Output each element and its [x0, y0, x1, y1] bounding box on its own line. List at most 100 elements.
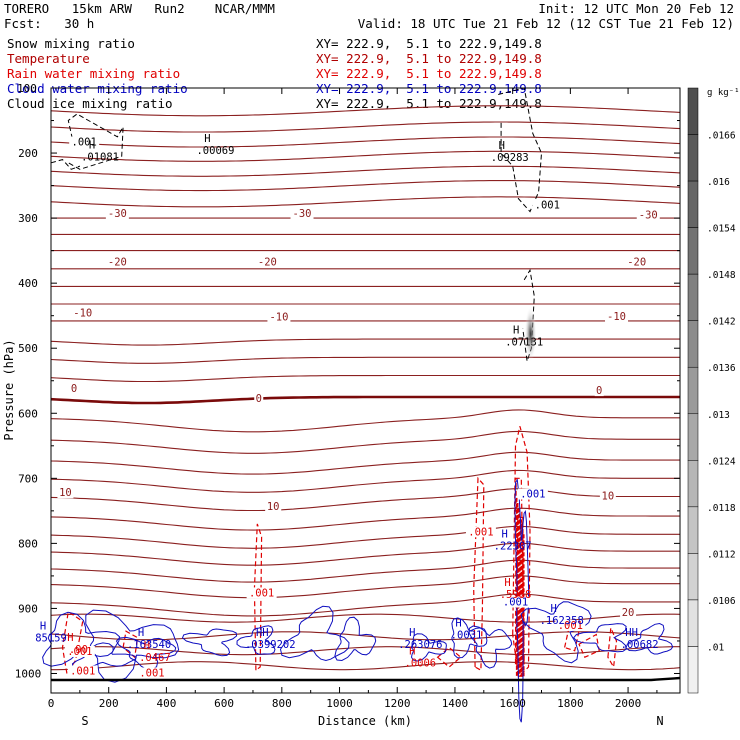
contour-label-bg — [532, 199, 563, 211]
legend-xy-snow: XY= 222.9, 5.1 to 222.9,149.8 — [316, 36, 542, 51]
cloud-water-contour — [85, 609, 180, 683]
isotherm-line — [50, 593, 680, 617]
colorbar-label: .0124 — [707, 456, 736, 467]
y-tick-label: 600 — [18, 407, 38, 420]
extremum-marker: H — [499, 140, 505, 152]
isotherm-line — [50, 165, 681, 177]
cloud-water-contour — [468, 625, 513, 669]
forecast-hour-label: Fcst: 30 h — [4, 16, 95, 31]
isotherm-line — [50, 488, 680, 512]
y-tick-label: 500 — [18, 342, 38, 355]
isotherm-line — [50, 646, 680, 656]
contour-label-bg — [255, 256, 279, 268]
x-tick-label: 1000 — [326, 697, 353, 710]
cloud-water-contour — [71, 642, 137, 669]
extremum-value: .5988 — [500, 589, 532, 601]
rain-contour — [122, 630, 139, 659]
contour-label: .001 — [468, 526, 493, 538]
temperature-contours — [50, 105, 681, 671]
extremum-value: .22307 — [494, 540, 532, 552]
colorbar-label: .0154 — [707, 224, 736, 235]
cloud-water-contour — [115, 636, 177, 670]
colorbar-label: .01 — [707, 642, 724, 653]
contour-label: .001 — [70, 665, 95, 677]
extremum-marker: H — [409, 627, 415, 639]
contour-label-bg — [254, 392, 264, 404]
contour-label-bg — [625, 256, 649, 268]
extremum-value: .0006 — [405, 657, 437, 669]
contour-label-bg — [57, 487, 74, 499]
isotherm-line — [50, 525, 680, 549]
contour-label-bg — [555, 619, 586, 631]
y-axis-label: Pressure (hPa) — [2, 339, 16, 440]
isotherm-line — [50, 409, 680, 433]
contour-label: -30 — [639, 209, 658, 221]
isotherm-line — [50, 631, 681, 641]
contour-label-bg — [267, 311, 291, 323]
isotherm-line — [50, 136, 681, 148]
contour-label-bg — [69, 136, 100, 148]
x-tick-label: 1600 — [499, 697, 526, 710]
contour-label-bg — [64, 645, 95, 657]
contour-label: -30 — [108, 208, 127, 220]
colorbar-segment — [687, 227, 699, 275]
x-tick-label: 1800 — [557, 697, 584, 710]
isotherm-line — [50, 395, 680, 405]
isotherm-line — [50, 180, 681, 192]
y-tick-label: 900 — [18, 602, 38, 615]
colorbar-label: .0148 — [707, 270, 736, 281]
y-tick-label: 800 — [18, 537, 38, 550]
colorbar-label: .016 — [707, 177, 730, 188]
colorbar-segment — [687, 646, 699, 694]
rain-contour — [607, 625, 618, 669]
extremum-value: .09283 — [491, 152, 529, 164]
extremum-value: .162358 — [540, 615, 584, 627]
contour-label: 10 — [267, 501, 280, 513]
init-time-label: Init: 12 UTC Mon 20 Feb 12 — [538, 1, 734, 16]
contour-label: .001 — [535, 200, 560, 212]
cloud-water-contour — [410, 633, 447, 662]
isotherm-line — [50, 469, 680, 493]
extremum-value: .0031 — [451, 629, 483, 641]
isotherm-line — [50, 559, 680, 583]
cloud-water-contour — [520, 601, 592, 664]
colorbar — [687, 87, 699, 694]
colorbar-segment — [687, 180, 699, 228]
colorbar-segment — [687, 413, 699, 461]
cloud-water-contour — [451, 617, 488, 659]
extremum-value: .07131 — [505, 337, 543, 349]
colorbar-label: .0142 — [707, 317, 736, 328]
y-tick-label: 200 — [18, 147, 38, 160]
legend-xy-rain: XY= 222.9, 5.1 to 222.9,149.8 — [316, 66, 542, 81]
rain-contour — [578, 633, 600, 658]
contour-label: -30 — [293, 208, 312, 220]
cloud-water-contour — [334, 616, 377, 662]
valid-time-label: Valid: 18 UTC Tue 21 Feb 12 (12 CST Tue … — [357, 16, 734, 31]
extremum-marker: H — [551, 603, 557, 615]
extremum-marker: H — [501, 528, 507, 540]
cloud-water-contour — [181, 628, 238, 657]
x-tick-label: 2000 — [615, 697, 642, 710]
cloud-water-contours — [42, 478, 674, 723]
isotherm-line — [50, 575, 680, 599]
colorbar-label: .0112 — [707, 549, 736, 560]
contour-label-bg — [465, 526, 496, 538]
contour-label: -20 — [108, 256, 127, 268]
contour-label-bg — [620, 606, 637, 618]
extremum-marker: H — [144, 640, 150, 652]
y-tick-label: 300 — [18, 212, 38, 225]
plot-frame — [50, 87, 681, 694]
contour-label-bg — [105, 256, 129, 268]
extremum-value: .0467 — [139, 652, 171, 664]
y-tick-label: 1000 — [15, 667, 42, 680]
contour-label-bg — [517, 488, 548, 500]
contour-label-bg — [67, 665, 98, 677]
extremum-marker: H — [40, 621, 46, 633]
contour-label: .001 — [520, 489, 545, 501]
extremum-marker: H — [513, 325, 519, 337]
north-endpoint-label: N — [656, 714, 663, 728]
contour-label: 0 — [71, 383, 77, 395]
x-axis — [50, 88, 658, 693]
legend-xy-temperature: XY= 222.9, 5.1 to 222.9,149.8 — [316, 51, 542, 66]
